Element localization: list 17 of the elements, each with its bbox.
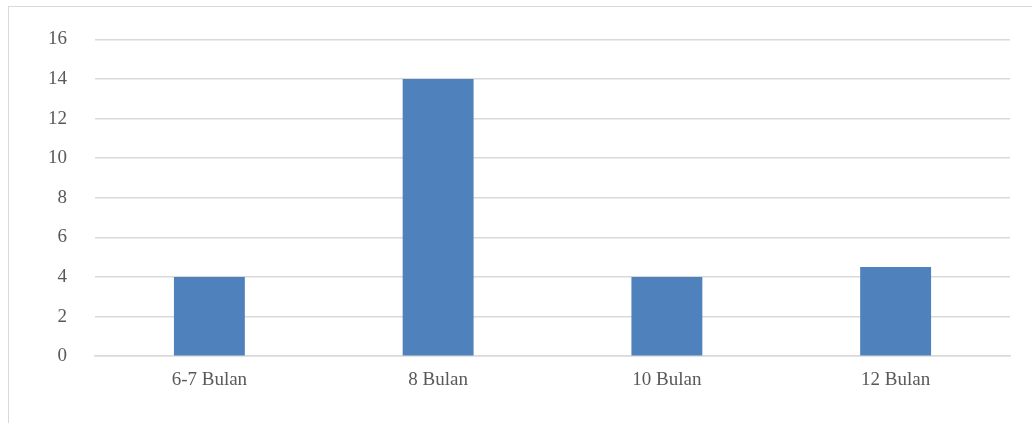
- x-tick-label: 10 Bulan: [632, 367, 702, 389]
- bar: [402, 79, 474, 356]
- bar: [173, 277, 245, 356]
- y-tick-label: 4: [57, 264, 68, 286]
- bar: [860, 267, 932, 356]
- y-tick-label: 12: [48, 106, 67, 128]
- x-tick-label: 8 Bulan: [408, 367, 469, 389]
- y-tick-label: 2: [57, 304, 67, 326]
- bar: [631, 277, 703, 356]
- y-tick-label: 6: [57, 225, 67, 247]
- y-tick-label: 0: [57, 344, 67, 366]
- y-tick-label: 8: [57, 185, 67, 207]
- y-tick-label: 16: [48, 27, 67, 49]
- y-tick-label: 14: [48, 66, 68, 88]
- y-tick-label: 10: [48, 146, 67, 168]
- x-tick-label: 12 Bulan: [861, 367, 931, 389]
- x-tick-label: 6-7 Bulan: [171, 367, 248, 389]
